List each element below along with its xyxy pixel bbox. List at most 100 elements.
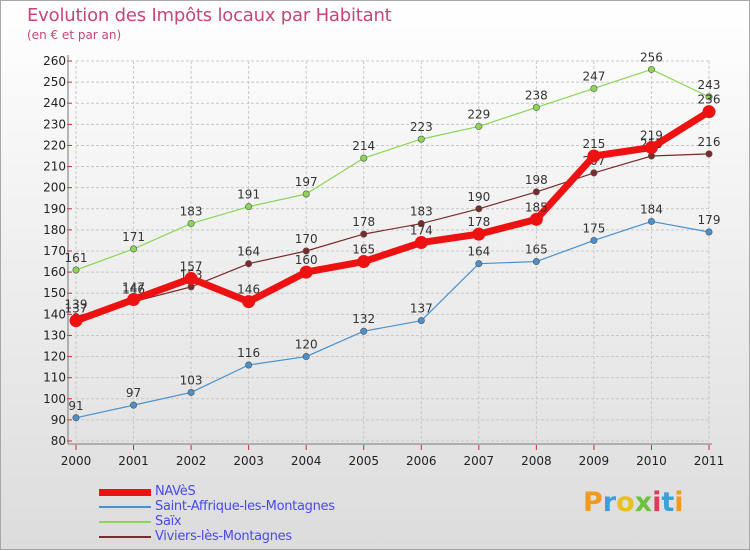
data-point	[360, 230, 368, 238]
data-point	[357, 255, 371, 269]
data-point	[647, 217, 655, 225]
data-point	[187, 220, 195, 228]
data-point	[532, 188, 540, 196]
data-label: 236	[698, 93, 721, 107]
legend-label: Saint-Affrique-les-Montagnes	[155, 499, 335, 514]
data-label: 175	[582, 221, 605, 235]
data-point	[532, 258, 540, 266]
data-label: 164	[467, 245, 490, 259]
x-tick-label: 2011	[694, 454, 725, 468]
legend-label: NAVèS	[155, 484, 196, 499]
series-line	[72, 108, 713, 325]
y-tick-label: 260	[43, 54, 66, 68]
data-label: 197	[295, 175, 318, 189]
legend-label: Saïx	[155, 514, 182, 529]
data-label: 191	[237, 188, 260, 202]
data-label: 139	[65, 297, 88, 311]
data-label: 183	[410, 205, 433, 219]
x-tick-label: 2008	[521, 454, 552, 468]
x-tick-label: 2004	[291, 454, 322, 468]
data-point	[644, 141, 658, 155]
data-label: 190	[467, 190, 490, 204]
x-tick-label: 2001	[118, 454, 149, 468]
data-point	[242, 295, 256, 309]
data-point	[475, 260, 483, 268]
data-label: 179	[698, 213, 721, 227]
data-point	[130, 245, 138, 253]
data-label: 103	[180, 373, 203, 387]
data-label: 256	[640, 50, 663, 64]
data-point	[590, 84, 598, 92]
data-label: 137	[65, 302, 88, 316]
y-tick-label: 250	[43, 75, 66, 89]
y-tick-label: 130	[43, 328, 66, 342]
data-label: 160	[295, 253, 318, 267]
data-point	[705, 150, 713, 158]
data-point	[245, 203, 253, 211]
data-point	[705, 228, 713, 236]
data-point	[705, 93, 713, 101]
y-tick-label: 200	[43, 181, 66, 195]
data-label: 184	[640, 202, 663, 216]
data-point	[72, 266, 80, 274]
data-point	[302, 190, 310, 198]
chart-subtitle: (en € et par an)	[27, 28, 122, 42]
data-label: 243	[698, 78, 721, 92]
series-line	[75, 220, 710, 419]
data-label: 120	[295, 338, 318, 352]
data-label: 178	[467, 215, 490, 229]
data-point	[360, 327, 368, 335]
legend-swatch	[99, 536, 151, 538]
data-point	[417, 220, 425, 228]
data-label: 157	[180, 259, 203, 273]
data-point	[647, 65, 655, 73]
y-tick-label: 180	[43, 223, 66, 237]
data-point	[702, 105, 716, 119]
data-label: 178	[352, 215, 375, 229]
legend-swatch	[99, 506, 151, 508]
x-tick-label: 2006	[406, 454, 437, 468]
data-label: 223	[410, 120, 433, 134]
data-point	[529, 212, 543, 226]
data-label: 216	[698, 135, 721, 149]
y-tick-label: 120	[43, 350, 66, 364]
series-line	[75, 68, 710, 271]
y-tick-label: 80	[51, 434, 66, 448]
data-label: 165	[352, 243, 375, 257]
data-label: 219	[640, 129, 663, 143]
proxiti-logo: Proxiti	[583, 487, 684, 518]
data-label: 116	[237, 346, 260, 360]
data-point	[184, 271, 198, 285]
data-point	[302, 353, 310, 361]
series-saix: 161 171 183 191 197 214 223 229 238 247 256 243	[65, 50, 721, 274]
data-point	[414, 236, 428, 250]
data-label: 132	[352, 312, 375, 326]
y-tick-label: 160	[43, 265, 66, 279]
data-label: 198	[525, 173, 548, 187]
y-tick-label: 210	[43, 160, 66, 174]
y-tick-label: 100	[43, 392, 66, 406]
legend-swatch	[99, 488, 151, 496]
data-label: 183	[180, 205, 203, 219]
data-point	[475, 205, 483, 213]
data-label: 137	[410, 302, 433, 316]
y-tick-label: 110	[43, 371, 66, 385]
data-label: 164	[237, 245, 260, 259]
data-point	[587, 149, 601, 163]
x-tick-label: 2009	[579, 454, 610, 468]
data-point	[590, 169, 598, 177]
y-tick-label: 190	[43, 202, 66, 216]
data-label: 174	[410, 224, 433, 238]
data-label: 147	[122, 281, 145, 295]
data-point	[360, 154, 368, 162]
legend-swatch	[99, 521, 151, 523]
chart-legend: NAVèS Saint-Affrique-les-Montagnes Saïx Viv…	[99, 484, 399, 546]
y-tick-label: 140	[43, 307, 66, 321]
data-point	[69, 314, 83, 328]
data-point	[532, 103, 540, 111]
x-tick-label: 2007	[464, 454, 495, 468]
data-label: 97	[126, 386, 141, 400]
data-label: 229	[467, 107, 490, 121]
data-label: 161	[65, 251, 88, 265]
